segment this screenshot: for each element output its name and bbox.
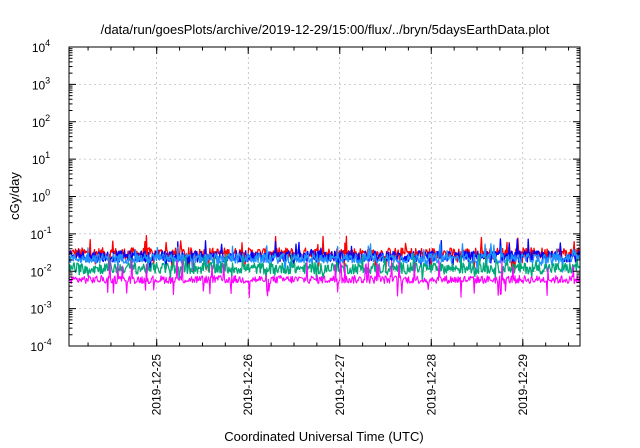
series-line xyxy=(68,259,581,298)
y-tick-label: 10-1 xyxy=(30,225,51,242)
y-tick-label: 103 xyxy=(32,75,50,92)
x-axis: 2019-12-25 2019-12-26 2019-12-27 2019-12-28… xyxy=(87,47,570,416)
x-tick-label: 2019-12-29 xyxy=(516,354,530,416)
x-axis-label: Coordinated Universal Time (UTC) xyxy=(224,429,423,444)
x-tick-label: 2019-12-25 xyxy=(150,354,164,416)
x-tick-label: 2019-12-26 xyxy=(241,354,255,416)
x-tick-label: 2019-12-28 xyxy=(424,354,438,416)
y-tick-label: 102 xyxy=(32,113,50,130)
series-layer xyxy=(68,234,581,298)
y-tick-label: 101 xyxy=(32,150,50,167)
series-line xyxy=(68,253,581,282)
y-tick-label: 10-2 xyxy=(30,262,51,279)
chart-title: /data/run/goesPlots/archive/2019-12-29/1… xyxy=(101,22,550,37)
y-tick-label: 100 xyxy=(32,188,50,205)
y-axis-label: cGy/day xyxy=(7,172,22,220)
y-tick-label: 104 xyxy=(32,38,50,55)
grid xyxy=(69,47,580,346)
y-tick-label: 10-3 xyxy=(30,300,51,317)
series-line xyxy=(68,243,581,273)
x-tick-label: 2019-12-27 xyxy=(333,354,347,416)
y-axis: 10-4 10-3 10-2 10-1 100 101 102 103 104 xyxy=(30,38,580,354)
y-tick-label: 10-4 xyxy=(30,337,51,354)
